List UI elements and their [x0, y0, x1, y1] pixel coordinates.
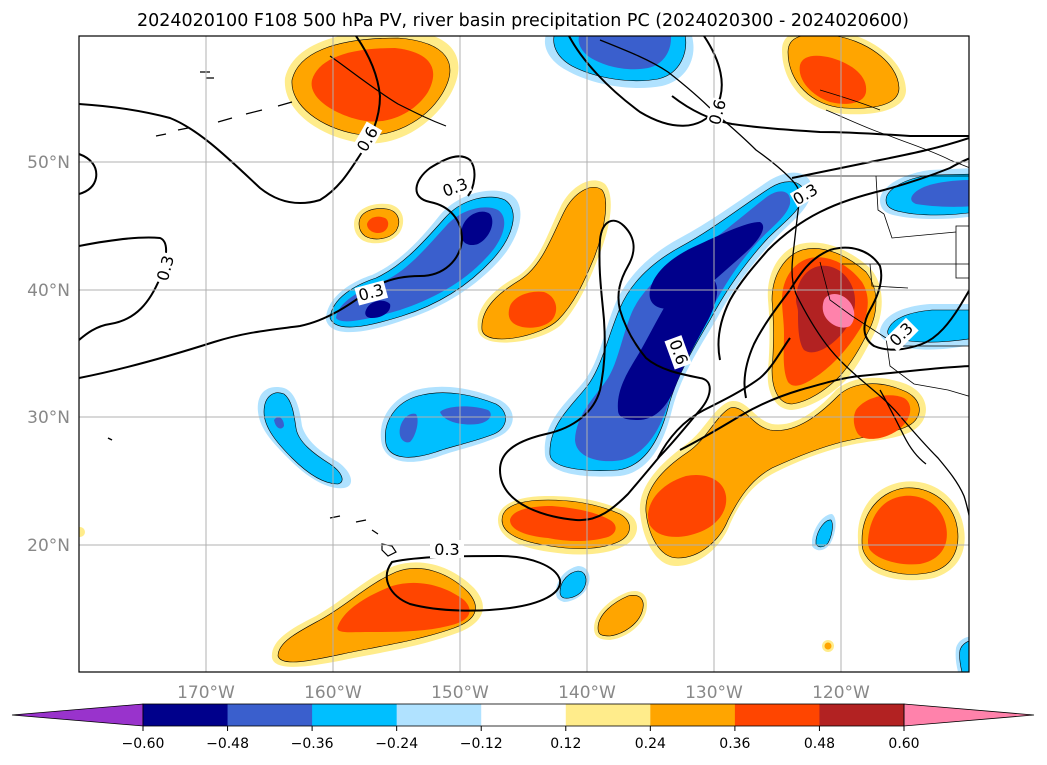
- figure-title: 2024020100 F108 500 hPa PV, river basin …: [137, 11, 909, 31]
- positive-anomaly-mexico-coast: [857, 481, 965, 581]
- positive-anomaly-small-west: [354, 203, 404, 244]
- colorbar-segment: [396, 704, 482, 726]
- colorbar-tick-label: 0.24: [635, 736, 666, 752]
- map-panel: 0.6 0.3 0.3 0.3 0.3 0.6 0.3 0.3 0.6: [78, 35, 970, 673]
- colorbar-segment: [312, 704, 398, 726]
- positive-anomaly-bottom-west: [271, 562, 483, 667]
- positive-anomaly-subtropical-west: [498, 496, 638, 555]
- lon-label-120w: 120°W: [812, 683, 870, 703]
- positive-anomaly-diagonal-band: [477, 180, 611, 343]
- colorbar-segment: [734, 704, 820, 726]
- negative-anomaly-far-west: [257, 387, 352, 489]
- positive-anomaly-california: [767, 242, 882, 410]
- gridlines: [79, 36, 969, 672]
- lon-label-160w: 160°W: [304, 683, 362, 703]
- colorbar-tick-label: −0.60: [122, 736, 165, 752]
- longitude-labels: 170°W 160°W 150°W 140°W 130°W 120°W: [177, 683, 870, 703]
- map-frame: [78, 35, 970, 673]
- negative-anomaly-west-mid: [380, 386, 513, 462]
- small-anomaly-dots: [79, 527, 834, 652]
- colorbar-tick-label: 0.12: [550, 736, 581, 752]
- political-borders: [800, 89, 969, 397]
- colorbar-extend-high: [903, 703, 1035, 727]
- coastlines: [107, 39, 969, 557]
- colorbar-segment: [143, 704, 229, 726]
- colorbar: −0.60 −0.48 −0.36 −0.24 −0.12 0.12 0.24 0.36 0.4…: [11, 703, 1035, 752]
- colorbar-extend-low: [11, 703, 144, 727]
- colorbar-segment: [481, 704, 567, 726]
- colorbar-tick-label: −0.48: [206, 736, 249, 752]
- lat-label-50n: 50°N: [27, 153, 70, 173]
- lat-label-40n: 40°N: [27, 281, 70, 301]
- negative-anomaly-small-south: [556, 514, 969, 672]
- lon-label-130w: 130°W: [685, 683, 743, 703]
- colorbar-tick-label: 0.48: [804, 736, 835, 752]
- lat-label-30n: 30°N: [27, 408, 70, 428]
- colorbar-tick-label: 0.60: [888, 736, 919, 752]
- lon-label-170w: 170°W: [177, 683, 235, 703]
- colorbar-tick-label: 0.36: [719, 736, 750, 752]
- lat-label-20n: 20°N: [27, 536, 70, 556]
- pv-contours: [79, 36, 969, 612]
- negative-anomaly-main-plume: [544, 172, 812, 477]
- colorbar-frame: [142, 703, 905, 727]
- latitude-labels: 50°N 40°N 30°N 20°N: [27, 153, 70, 556]
- colorbar-segment: [819, 704, 905, 726]
- colorbar-tick-label: −0.12: [460, 736, 503, 752]
- lon-label-150w: 150°W: [431, 683, 489, 703]
- positive-anomaly-canada: [782, 36, 906, 115]
- contour-label-0.3-south: 0.3: [434, 540, 459, 559]
- colorbar-tick-label: −0.36: [291, 736, 334, 752]
- colorbar-segment: [650, 704, 736, 726]
- colorbar-segment: [227, 704, 313, 726]
- colorbar-tick-label: −0.24: [375, 736, 418, 752]
- lon-label-140w: 140°W: [558, 683, 616, 703]
- positive-anomaly-bottom-center: [594, 590, 648, 640]
- colorbar-segment: [565, 704, 651, 726]
